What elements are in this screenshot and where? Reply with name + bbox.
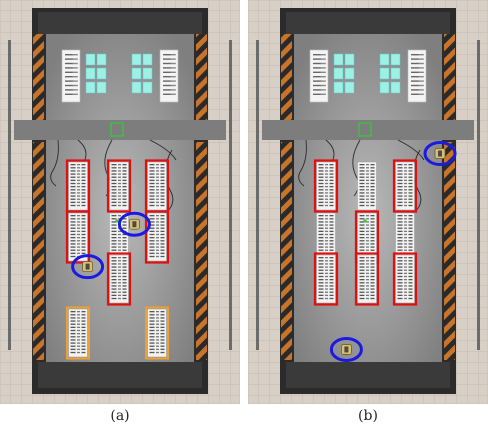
panel-b: (b): [248, 0, 488, 432]
hazard-stripe-left-bottom: [281, 142, 292, 360]
orange-highlight-box: [66, 306, 90, 360]
red-highlight-box: [392, 252, 418, 306]
side-rail-left: [256, 40, 259, 350]
top-band: [286, 12, 450, 34]
shelf-rack-icon: [109, 161, 129, 211]
shelf-rack-icon: [316, 254, 336, 304]
bottom-band: [38, 362, 202, 388]
robot-marker-ellipse: [423, 141, 457, 167]
cable: [50, 139, 59, 187]
corridor: [262, 120, 474, 140]
hazard-stripe-left-bottom: [33, 142, 44, 360]
shelf-rack-icon: [68, 161, 88, 211]
shelf-rack-icon: [147, 308, 167, 358]
side-rail-right: [229, 40, 232, 350]
caption-b: (b): [358, 408, 378, 424]
bottom-band: [286, 362, 450, 388]
shelf-rack-icon: [147, 161, 167, 211]
hazard-stripe-right-top: [444, 34, 455, 120]
waypoint-dot: [115, 219, 119, 223]
shelf-rack-icon: [395, 254, 415, 304]
charging-panel-icon: [131, 53, 153, 94]
shelf-rack-icon: [357, 254, 377, 304]
charging-panel-icon: [85, 53, 107, 94]
red-highlight-box: [65, 210, 91, 264]
red-highlight-box: [106, 252, 132, 306]
cable: [397, 139, 425, 161]
robot-marker-ellipse: [117, 211, 151, 237]
shelf-rack-icon: [68, 308, 88, 358]
cable: [298, 139, 307, 187]
robot-icon: [341, 344, 352, 355]
orange-highlight-box: [145, 306, 169, 360]
charging-panel-icon: [333, 53, 355, 94]
hazard-stripe-left-top: [281, 34, 292, 120]
panel-a: (a): [0, 0, 240, 432]
target-square-icon: [358, 122, 372, 137]
target-square-icon: [110, 122, 124, 137]
side-rail-left: [8, 40, 11, 350]
cable: [149, 139, 177, 161]
shelf-rack-icon: [109, 212, 129, 262]
shelf-rack-icon: [109, 254, 129, 304]
hazard-stripe-left-top: [33, 34, 44, 120]
shelf-rack-icon: [357, 161, 377, 211]
charging-panel-icon: [379, 53, 401, 94]
robot-marker-ellipse: [71, 254, 105, 280]
shelf-rack-icon: [316, 161, 336, 211]
corridor: [14, 120, 226, 140]
side-rail-right: [477, 40, 480, 350]
robot-icon: [128, 218, 140, 230]
robot-icon: [434, 148, 446, 159]
red-highlight-box: [392, 159, 418, 213]
robot-marker-ellipse: [329, 336, 363, 362]
warehouse-scene-a: [0, 0, 240, 404]
red-highlight-box: [106, 159, 132, 213]
top-band: [38, 12, 202, 34]
hazard-stripe-right-bottom: [196, 142, 207, 360]
shelf-rack-icon: [316, 212, 336, 262]
robot-icon: [82, 261, 93, 273]
shelf-rack-icon: [147, 212, 167, 262]
waypoint-dot: [363, 219, 367, 223]
red-highlight-box: [354, 252, 380, 306]
red-highlight-box: [313, 252, 339, 306]
red-highlight-box: [313, 159, 339, 213]
shelf-rack-icon: [68, 212, 88, 262]
shelf-rack-icon: [395, 161, 415, 211]
hazard-stripe-right-bottom: [444, 142, 455, 360]
warehouse-scene-b: [248, 0, 488, 404]
red-highlight-box: [144, 210, 170, 264]
caption-a: (a): [110, 408, 130, 424]
hazard-stripe-right-top: [196, 34, 207, 120]
